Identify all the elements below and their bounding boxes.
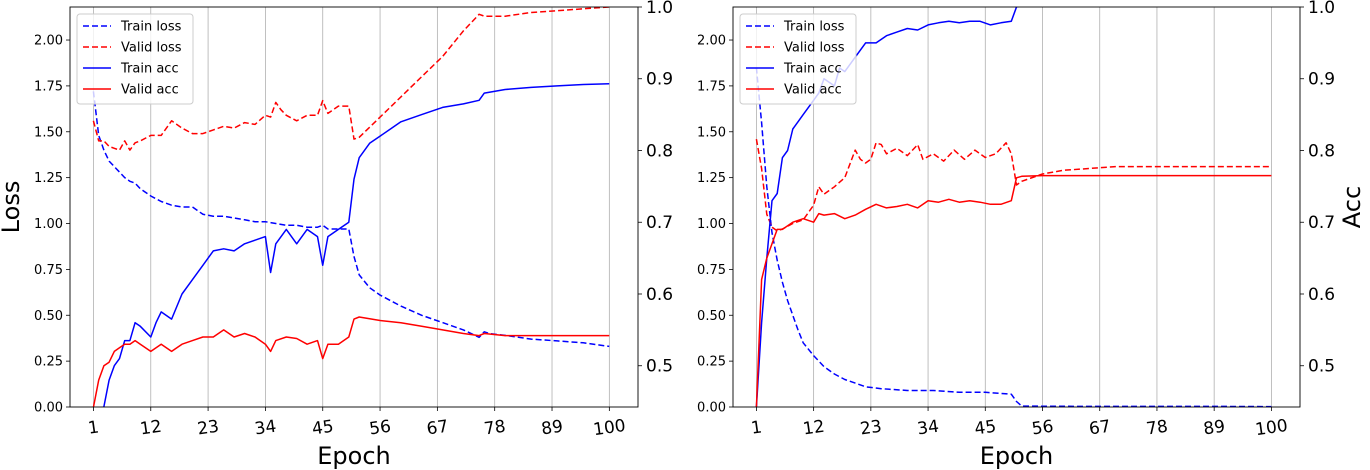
legend-label: Train loss [120, 20, 182, 35]
series-line-train-acc [755, 7, 1020, 407]
x-tick-label: 67 [1088, 417, 1112, 440]
series-line-train-loss [92, 91, 610, 348]
legend-label: Valid loss [121, 41, 182, 56]
y2-tick-label: 0.8 [1308, 141, 1335, 161]
chart-panel-2: 1 12 23 34 45 56 67 78 89 1000.000.250.500.751.00… [697, 0, 1366, 470]
x-tick-label: 45 [311, 417, 335, 440]
legend-box [739, 13, 857, 105]
series-line-valid-loss [755, 138, 1272, 232]
y2-tick-label: 0.8 [646, 141, 673, 161]
y2-tick-label: 0.6 [646, 285, 673, 305]
legend: Train loss Valid loss Train acc Valid acc [76, 13, 194, 105]
y-tick-label: 1.75 [34, 79, 63, 94]
y-axis-label: Loss [0, 181, 25, 234]
x-tick-label: 12 [139, 417, 163, 440]
y-tick-label: 0.25 [34, 355, 63, 370]
y2-tick-label: 0.7 [1308, 213, 1335, 233]
legend-label: Valid acc [121, 83, 179, 98]
y-tick-label: 0.00 [697, 401, 726, 416]
y2-axis-label: Acc [1338, 186, 1366, 228]
series-group [92, 7, 610, 407]
x-tick-label: 23 [859, 417, 883, 440]
series-line-valid-loss [92, 7, 610, 151]
x-tick-label: 89 [1202, 417, 1226, 440]
y2-tick-label: 1.0 [1308, 0, 1335, 18]
series-line-train-acc [93, 83, 610, 407]
x-tick-label: 56 [1031, 417, 1055, 440]
series-line-valid-acc [92, 316, 610, 407]
x-tick-label: 78 [483, 417, 507, 440]
y2-tick-label: 0.5 [1308, 357, 1335, 377]
legend-label: Train acc [120, 62, 179, 77]
y-tick-label: 0.75 [697, 263, 726, 278]
y-tick-label: 0.50 [697, 309, 726, 324]
x-tick-label: 100 [592, 416, 627, 440]
legend: Train loss Valid loss Train acc Valid acc [739, 13, 857, 105]
series-group [755, 7, 1272, 407]
y-tick-label: 1.00 [34, 217, 63, 232]
y-tick-label: 1.50 [34, 125, 63, 140]
y2-tick-label: 0.9 [646, 70, 673, 90]
x-axis-label: Epoch [317, 442, 391, 470]
y2-tick-label: 0.9 [1308, 70, 1335, 90]
x-tick-label: 1 [750, 417, 764, 438]
y-tick-label: 0.50 [34, 309, 63, 324]
chart-panel-1: 1 12 23 34 45 56 67 78 89 1000.000.250.500.751.00… [0, 0, 673, 470]
y-tick-label: 1.25 [697, 171, 726, 186]
y2-tick-label: 1.0 [646, 0, 673, 18]
legend-label: Valid loss [784, 41, 845, 56]
x-tick-label: 100 [1254, 416, 1289, 440]
y-tick-label: 0.25 [697, 355, 726, 370]
x-tick-label: 1 [87, 417, 101, 438]
x-tick-label: 45 [973, 417, 997, 440]
x-tick-label: 78 [1145, 417, 1169, 440]
y2-tick-label: 0.5 [646, 357, 673, 377]
x-tick-label: 56 [368, 417, 392, 440]
y-tick-label: 0.75 [34, 263, 63, 278]
series-line-train-loss [755, 67, 1272, 407]
y-tick-label: 1.00 [697, 217, 726, 232]
y-tick-label: 2.00 [34, 34, 63, 49]
x-tick-label: 67 [425, 417, 449, 440]
plot-frame [732, 6, 1301, 408]
y-tick-label: 1.50 [697, 125, 726, 140]
legend-label: Valid acc [784, 83, 842, 98]
y-tick-label: 1.25 [34, 171, 63, 186]
series-line-valid-acc [755, 174, 1272, 407]
x-tick-label: 12 [802, 417, 826, 440]
x-tick-label: 34 [253, 417, 277, 440]
y-tick-label: 0.00 [34, 401, 63, 416]
x-tick-label: 23 [196, 417, 220, 440]
legend-box [76, 13, 194, 105]
x-tick-label: 34 [916, 417, 940, 440]
x-axis-label: Epoch [980, 442, 1054, 470]
legend-label: Train acc [783, 62, 842, 77]
y2-tick-label: 0.6 [1308, 285, 1335, 305]
y-tick-label: 2.00 [697, 34, 726, 49]
x-tick-label: 89 [540, 417, 564, 440]
plot-frame [69, 6, 639, 408]
y-tick-label: 1.75 [697, 79, 726, 94]
y2-tick-label: 0.7 [646, 213, 673, 233]
legend-label: Train loss [783, 20, 845, 35]
